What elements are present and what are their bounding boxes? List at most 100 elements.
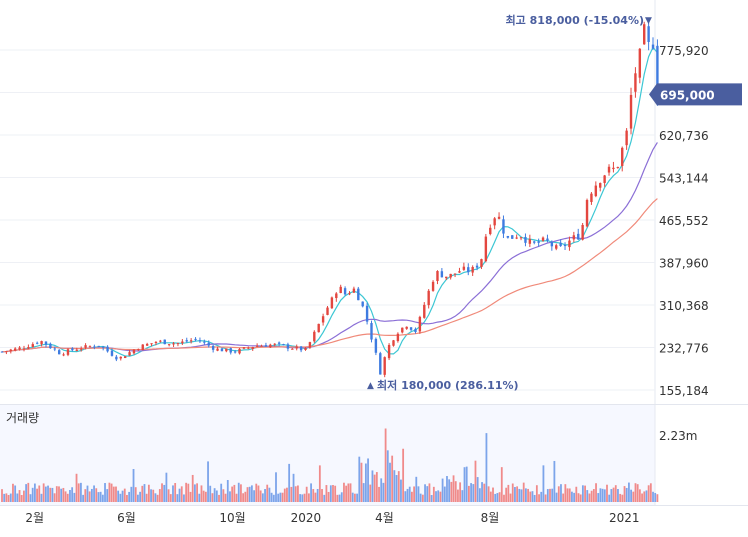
volume-bar	[623, 486, 626, 502]
candle-body	[480, 259, 483, 267]
candle-body	[471, 266, 474, 273]
candle-body	[79, 348, 83, 350]
volume-bar	[514, 487, 516, 502]
time-tick-label: 8월	[481, 511, 500, 525]
volume-bar	[196, 483, 198, 502]
candle-body	[137, 349, 140, 351]
candle-body	[414, 328, 417, 332]
volume-bar	[579, 494, 582, 502]
volume-bar	[237, 482, 240, 502]
candle-body	[35, 342, 39, 344]
volume-bar	[520, 489, 523, 502]
candle-body	[392, 340, 395, 346]
volume-bar	[621, 494, 624, 502]
volume-bar	[73, 492, 76, 502]
price-tick-label: 310,368	[659, 299, 709, 313]
volume-bar	[178, 488, 181, 502]
volume-bar	[158, 489, 161, 502]
volume-bar	[69, 490, 71, 502]
volume-bar	[630, 489, 633, 502]
candle-body	[216, 348, 219, 351]
candle-body	[132, 349, 136, 354]
candle-body	[44, 341, 48, 345]
volume-bar	[281, 492, 284, 502]
volume-tick-label: 2.23m	[659, 429, 697, 443]
volume-bar	[503, 494, 505, 502]
candle-body	[84, 345, 87, 348]
volume-bar	[522, 482, 525, 502]
volume-bar	[371, 470, 374, 502]
volume-bar	[586, 490, 589, 502]
price-tick-label: 387,960	[659, 257, 709, 271]
volume-bar	[411, 491, 413, 502]
volume-bar	[191, 474, 194, 502]
volume-bar	[435, 491, 437, 502]
candle-body	[634, 73, 637, 92]
candle-body	[181, 341, 184, 344]
volume-bar	[369, 484, 372, 502]
candle-body	[198, 340, 202, 342]
candle-body	[511, 235, 514, 239]
volume-bar	[222, 489, 225, 502]
volume-bar	[64, 491, 67, 502]
candle-body	[339, 286, 342, 294]
volume-bar	[226, 480, 229, 502]
candle-body	[502, 219, 505, 234]
volume-bar	[636, 484, 639, 502]
candle-body	[581, 224, 584, 240]
volume-bar	[224, 493, 227, 502]
volume-bar	[36, 488, 38, 502]
volume-bar	[172, 485, 174, 502]
volume-bar	[481, 482, 483, 502]
candle-body	[621, 147, 624, 166]
candle-body	[203, 341, 206, 343]
volume-bar	[286, 487, 288, 502]
candle-body	[643, 24, 646, 45]
volume-bar	[472, 484, 475, 502]
volume-series	[1, 428, 659, 502]
volume-bar	[489, 491, 492, 502]
candle-body	[5, 351, 8, 353]
volume-bar	[448, 479, 451, 502]
volume-bar	[71, 487, 74, 502]
volume-bar	[62, 487, 65, 502]
price-tick-label: 620,736	[659, 129, 709, 143]
volume-bar	[413, 486, 415, 502]
volume-bar	[38, 485, 41, 502]
candle-body	[462, 266, 466, 270]
volume-bar	[544, 494, 547, 502]
volume-bar	[347, 483, 350, 502]
volume-bar	[524, 488, 527, 502]
volume-bar	[163, 484, 166, 502]
volume-bar	[538, 494, 540, 502]
volume-bar	[112, 486, 115, 502]
volume-bar	[406, 488, 409, 502]
volume-bar	[496, 493, 499, 502]
volume-bar	[80, 482, 82, 502]
volume-bar	[3, 493, 6, 502]
volume-bar	[154, 493, 157, 502]
volume-bar	[93, 485, 95, 502]
volume-bar	[90, 488, 93, 502]
volume-bar	[176, 494, 179, 502]
volume-bar	[126, 494, 128, 502]
volume-bar	[207, 461, 209, 502]
volume-bar	[439, 491, 442, 502]
volume-bar	[9, 493, 12, 502]
volume-bar	[55, 486, 58, 502]
candle-body	[194, 338, 197, 340]
volume-bar	[272, 494, 275, 502]
candle-body	[145, 343, 149, 346]
volume-bar	[119, 493, 122, 502]
volume-bar	[358, 456, 361, 502]
volume-bar	[277, 493, 280, 502]
volume-bar	[156, 494, 159, 502]
candle-body	[189, 340, 193, 342]
candle-body	[405, 326, 408, 329]
volume-bar	[266, 484, 269, 502]
volume-bar	[310, 483, 312, 502]
current-price-badge-shape	[649, 83, 742, 106]
volume-bar	[408, 486, 411, 502]
volume-bar	[147, 484, 150, 502]
volume-bar	[470, 483, 472, 502]
